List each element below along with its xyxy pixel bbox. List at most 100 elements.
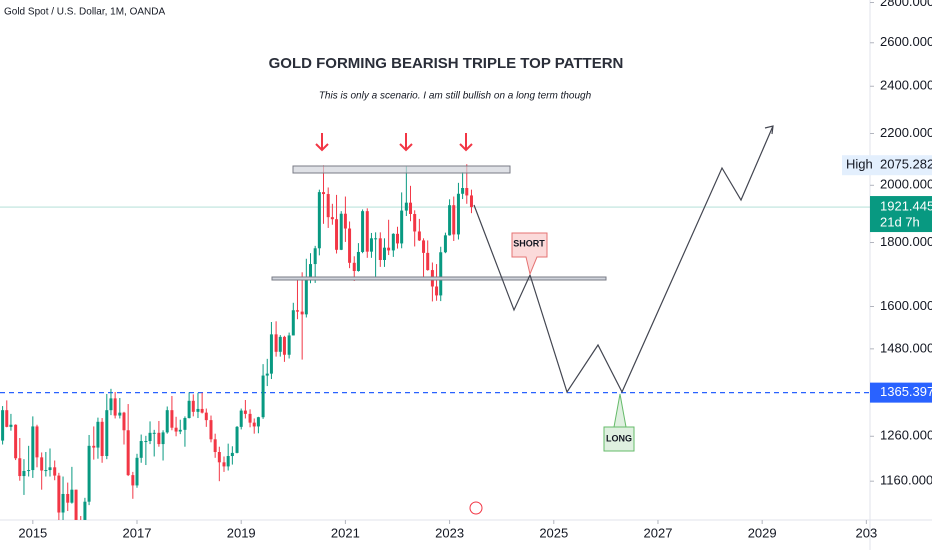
y-tick-label: 2000.000 (880, 177, 932, 192)
x-tick-label: 2025 (539, 525, 568, 540)
event-icon (469, 501, 483, 515)
candle-body (400, 210, 404, 244)
x-tick-label: 2019 (227, 525, 256, 540)
candle-body (96, 421, 100, 448)
candle-body (40, 457, 44, 471)
candle-body (178, 429, 182, 432)
candle-body (152, 432, 156, 434)
candle-body (348, 228, 352, 263)
candle-body (135, 457, 139, 486)
candle-body (87, 445, 91, 502)
projection-arrowhead (764, 125, 774, 135)
y-tick-label: 1260.000 (880, 428, 932, 443)
y-tick-label: 2400.000 (880, 78, 932, 93)
candle-body (409, 202, 413, 215)
y-tick-label: 1800.000 (880, 234, 932, 249)
candle-body (174, 427, 178, 432)
last-price-label: 1921.445 (880, 198, 932, 213)
candle-body (339, 213, 343, 250)
long-label: LONG (606, 433, 632, 443)
candle-body (109, 398, 113, 411)
candle-body (191, 400, 195, 412)
candle-body (66, 493, 70, 503)
candle-body (74, 489, 78, 520)
candle-body (53, 467, 57, 476)
candle-body (165, 410, 169, 433)
y-tick-label: 1160.000 (880, 473, 932, 488)
candle-body (157, 432, 161, 445)
candle-body (382, 247, 386, 260)
last-price-box (870, 196, 932, 233)
candle-body (31, 426, 35, 471)
plot-area (0, 164, 870, 520)
candle-body (404, 202, 408, 211)
candle-body (148, 432, 152, 442)
candle-body (317, 192, 321, 249)
arrow (459, 133, 473, 152)
candle-body (322, 192, 326, 195)
candle-body (448, 205, 452, 236)
candle-body (100, 421, 104, 457)
candle-body (443, 235, 447, 253)
candle-body (22, 470, 26, 477)
candle-body (326, 194, 330, 218)
candle-body (300, 311, 304, 315)
resistance-zone (292, 165, 511, 174)
candle-body (213, 439, 217, 453)
arrow (399, 133, 413, 152)
y-tick-label: 2800.000 (880, 0, 932, 9)
candle-body (57, 475, 61, 513)
candle-body (343, 213, 347, 229)
high-value: 2075.282 (880, 157, 932, 172)
candle-body (439, 252, 443, 296)
candle-body (1, 410, 5, 441)
drawings (271, 125, 774, 515)
candle-body (252, 422, 256, 427)
candle-body (456, 193, 460, 235)
candle-body (209, 420, 213, 440)
candle-body (131, 475, 135, 486)
candle-body (126, 430, 130, 476)
candle-body (243, 410, 247, 414)
arrow (315, 133, 329, 152)
projection-path (473, 125, 774, 394)
y-tick-label: 1600.000 (880, 298, 932, 313)
candle-body (144, 441, 148, 443)
candle-body (391, 233, 395, 251)
candle-body (248, 413, 252, 423)
candle-body (422, 240, 426, 253)
candle-body (170, 410, 174, 428)
candle-body (413, 214, 417, 232)
y-tick-label: 2200.000 (880, 125, 932, 140)
y-tick-label: 2600.000 (880, 34, 932, 49)
candle-body (361, 211, 365, 252)
candle-body (387, 247, 391, 251)
candle-body (92, 445, 96, 448)
candle-body (335, 219, 339, 250)
candle-body (352, 262, 356, 272)
candle-body (48, 467, 52, 471)
candle-body (417, 231, 421, 241)
candle-body (70, 489, 74, 503)
candle-body (465, 188, 469, 196)
candle-body (426, 252, 430, 271)
candle-body (469, 195, 473, 208)
candle-body (14, 424, 18, 459)
chart-title: GOLD FORMING BEARISH TRIPLE TOP PATTERN (269, 55, 624, 72)
candle-body (118, 412, 122, 416)
candle-body (139, 441, 143, 458)
candle-body (265, 373, 269, 376)
candle-body (278, 336, 282, 352)
chart-subtitle: This is only a scenario. I am still bull… (319, 91, 592, 102)
candle-body (239, 410, 243, 427)
short-callout (511, 232, 548, 276)
x-tick-label: 2017 (123, 525, 152, 540)
candle-body (308, 264, 312, 278)
candle-body (35, 426, 39, 458)
candle-body (261, 375, 265, 418)
candle-body (200, 408, 204, 413)
x-tick-label: 2027 (644, 525, 673, 540)
candle-body (161, 432, 165, 445)
